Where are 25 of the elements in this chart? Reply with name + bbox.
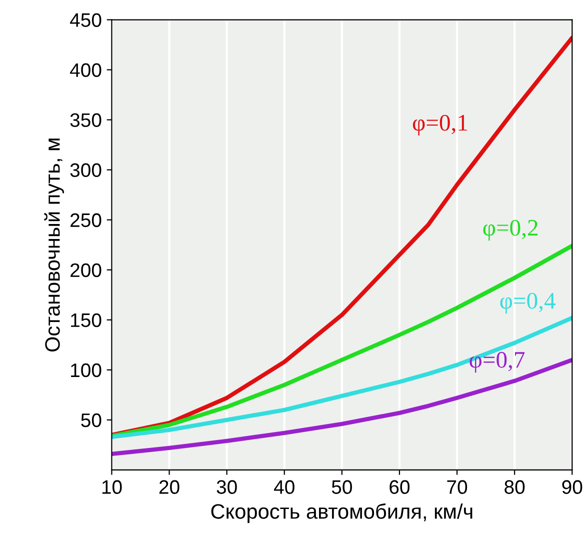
y-tick-label: 400 [70, 63, 102, 78]
y-tick-label: 300 [70, 163, 102, 178]
y-tick-label: 200 [70, 263, 102, 278]
series-label: φ=0,7 [470, 352, 525, 373]
x-tick-label: 10 [102, 480, 122, 494]
y-tick-label: 250 [70, 213, 102, 228]
x-tick-label: 70 [447, 480, 468, 494]
x-tick-label: 40 [274, 480, 294, 494]
y-tick-label: 450 [70, 13, 102, 27]
y-tick-label: 50 [81, 413, 102, 428]
y-axis-title: Остановочный путь, м [44, 138, 64, 352]
x-tick-label: 30 [216, 480, 237, 494]
x-tick-label: 20 [159, 480, 180, 494]
x-tick-label: 50 [332, 480, 352, 494]
y-tick-label: 100 [71, 363, 102, 378]
x-tick-label: 60 [390, 480, 410, 494]
y-tick-label: 350 [70, 113, 102, 128]
x-axis-title: Скорость автомобиля, км/ч [211, 503, 472, 523]
y-tick-label: 150 [71, 313, 102, 328]
x-tick-label: 90 [562, 480, 582, 494]
series-label: φ=0,2 [483, 220, 538, 241]
x-tick-label: 80 [504, 480, 525, 494]
series-label: φ=0,4 [500, 292, 556, 314]
line-series [112, 316, 572, 440]
series-label: φ=0,1 [412, 114, 468, 136]
